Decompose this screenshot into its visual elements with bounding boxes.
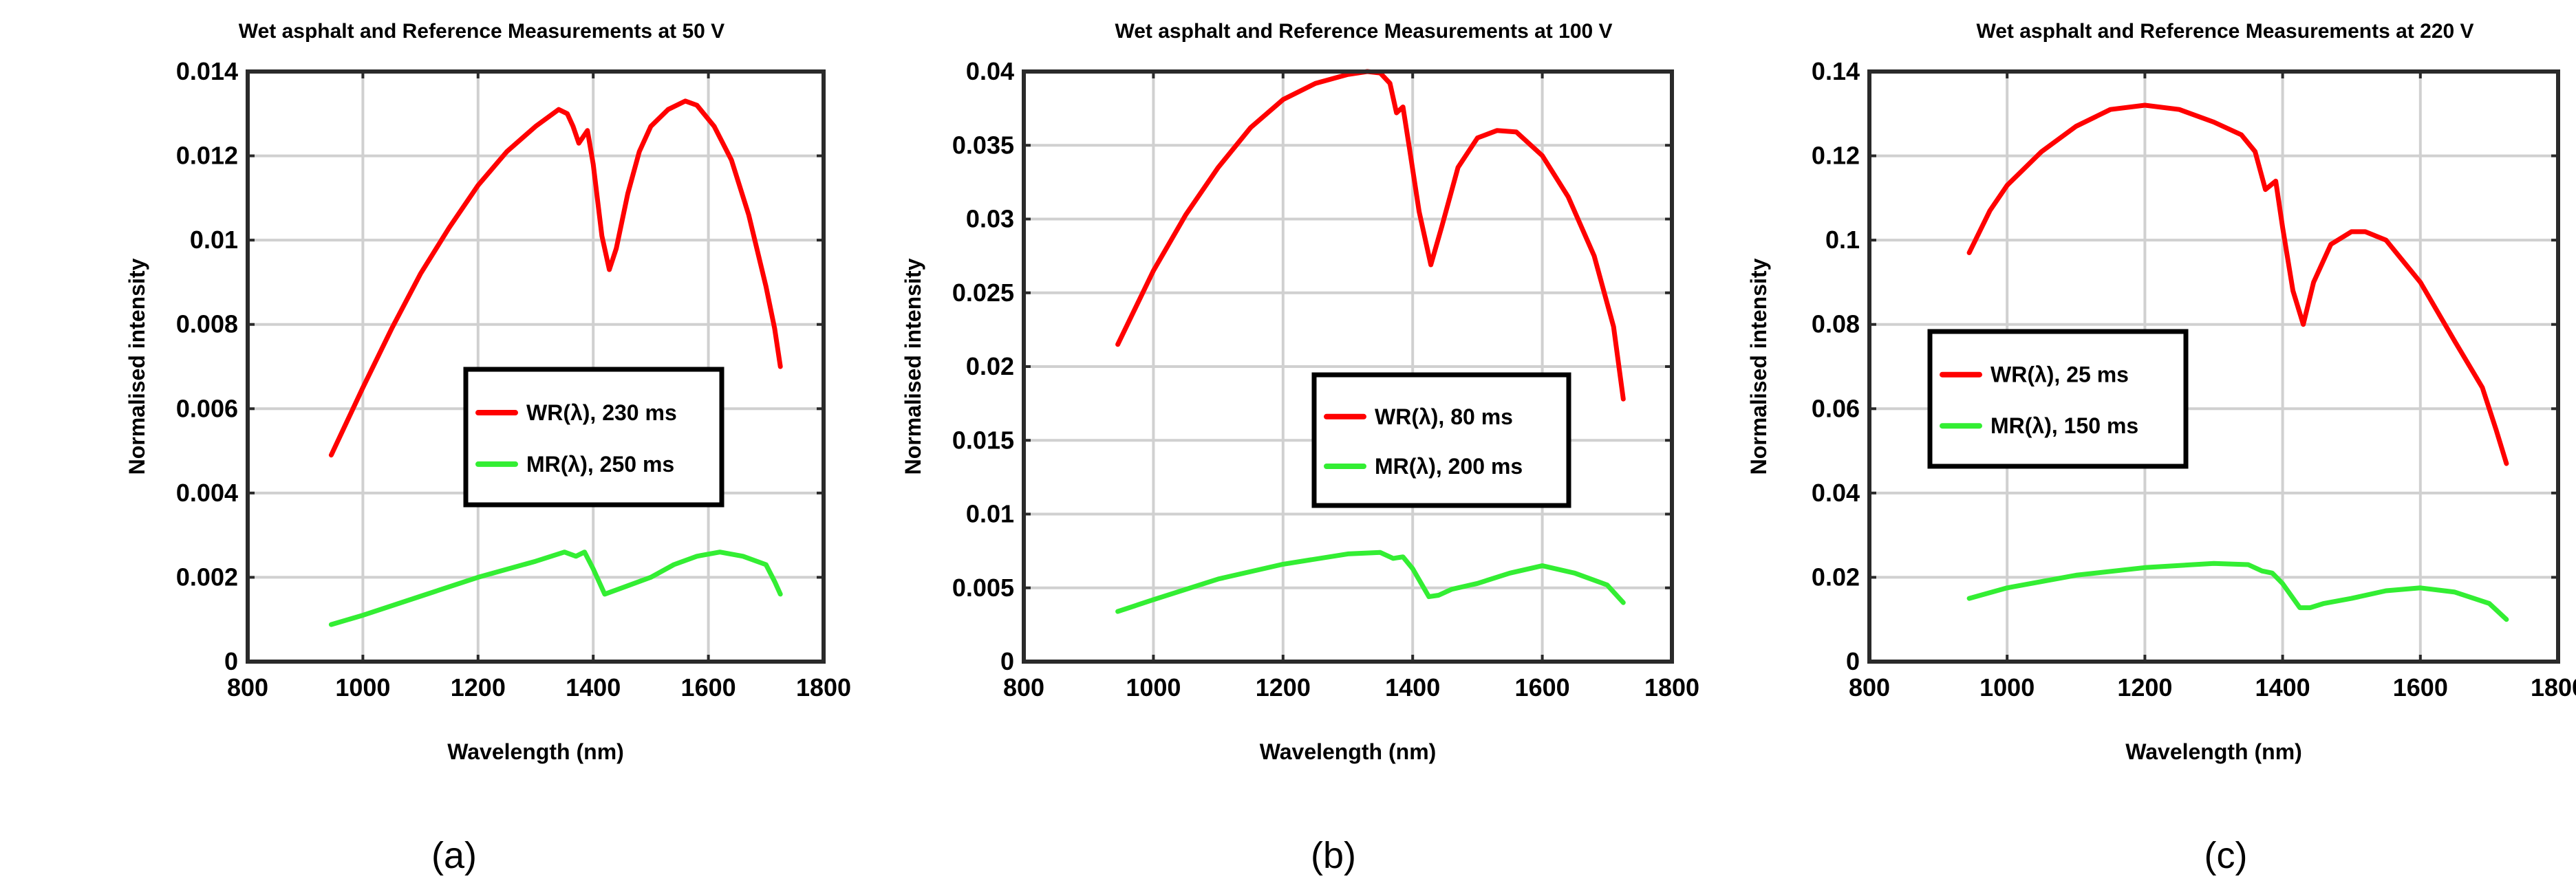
x-tick-label: 1400 (1385, 673, 1440, 701)
y-tick-label: 0.012 (176, 142, 238, 170)
x-tick-label: 800 (227, 673, 268, 701)
y-tick-label: 0.02 (1812, 563, 1860, 591)
x-axis-label: Wavelength (nm) (1260, 739, 1437, 764)
y-tick-label: 0.03 (966, 205, 1014, 233)
x-tick-label: 1400 (566, 673, 621, 701)
y-tick-label: 0 (224, 647, 238, 675)
chart-panel-3: 800 1000 1200 1400 1600 1800 0 0.02 0.04 0.06 0.08… (1746, 20, 2576, 876)
plot-frame (1867, 69, 2560, 664)
y-tick-label: 0.035 (952, 131, 1014, 159)
x-tick-label: 800 (1003, 673, 1044, 701)
chart-title: Wet asphalt and Reference Measurements a… (239, 20, 724, 43)
x-axis-label: Wavelength (nm) (2125, 739, 2302, 764)
series-line-mr (1115, 550, 1626, 614)
series-line-mr (328, 550, 783, 627)
x-tick-label: 1000 (1126, 673, 1181, 701)
series-line-wr (328, 98, 783, 458)
x-tick-label: 1200 (1256, 673, 1311, 701)
legend: WR(λ), 230 ms MR(λ), 250 ms (463, 367, 724, 508)
y-tick-label: 0 (1846, 647, 1860, 675)
x-tick-label: 1200 (451, 673, 506, 701)
x-tick-label: 800 (1849, 673, 1890, 701)
y-tick-label: 0.04 (1812, 479, 1860, 507)
y-tick-label: 0.04 (966, 57, 1014, 85)
y-tick-label: 0.008 (176, 310, 238, 338)
y-tick-label: 0.14 (1812, 57, 1860, 85)
y-tick-label: 0 (1000, 647, 1014, 675)
plot-frame (246, 69, 826, 664)
y-tick-label: 0.015 (952, 426, 1014, 454)
y-tick-label: 0.005 (952, 574, 1014, 602)
legend-box (1311, 372, 1571, 508)
y-tick-label: 0.02 (966, 352, 1014, 380)
y-tick-label: 0.006 (176, 394, 238, 422)
x-tick-label: 1600 (2393, 673, 2448, 701)
chart-panel-2: 800 1000 1200 1400 1600 1800 0 0.005 0.01 0.015 0.… (901, 20, 1699, 876)
y-tick-label: 0.01 (190, 226, 238, 254)
x-tick-label: 1600 (681, 673, 736, 701)
chart-panel-1: 800 1000 1200 1400 1600 1800 0 0.002 0.004 0.006 0… (125, 20, 851, 876)
y-tick-label: 0.08 (1812, 310, 1860, 338)
x-tick-label: 1400 (2255, 673, 2310, 701)
y-tick-label: 0.025 (952, 279, 1014, 307)
y-tick-label: 0.06 (1812, 394, 1860, 422)
legend-label-mr: MR(λ), 200 ms (1375, 454, 1523, 479)
chart-title: Wet asphalt and Reference Measurements a… (1976, 20, 2473, 43)
x-tick-label: 1800 (1644, 673, 1699, 701)
series-line-mr (1966, 561, 2509, 622)
x-tick-label: 1800 (796, 673, 851, 701)
y-tick-label: 0.01 (966, 500, 1014, 528)
series-line-wr (1966, 102, 2509, 466)
panel-caption: (c) (2204, 835, 2248, 876)
chart-title: Wet asphalt and Reference Measurements a… (1115, 20, 1612, 43)
panel-caption: (b) (1311, 835, 1356, 876)
legend-box (1927, 329, 2189, 469)
legend-label-mr: MR(λ), 250 ms (526, 452, 674, 477)
y-axis-label: Normalised intensity (901, 258, 925, 475)
legend-label-wr: WR(λ), 80 ms (1375, 404, 1513, 429)
y-tick-label: 0.1 (1825, 226, 1860, 254)
y-axis-label: Normalised intensity (125, 258, 149, 475)
x-tick-label: 1600 (1515, 673, 1570, 701)
x-tick-label: 1000 (1979, 673, 2035, 701)
series-line-wr (1115, 69, 1626, 402)
legend-label-mr: MR(λ), 150 ms (1990, 413, 2138, 438)
y-tick-label: 0.002 (176, 563, 238, 591)
y-tick-label: 0.004 (176, 479, 238, 507)
y-tick-label: 0.12 (1812, 142, 1860, 170)
legend: WR(λ), 80 ms MR(λ), 200 ms (1311, 372, 1571, 508)
legend: WR(λ), 25 ms MR(λ), 150 ms (1927, 329, 2189, 469)
legend-box (463, 367, 724, 508)
legend-label-wr: WR(λ), 230 ms (526, 400, 677, 425)
y-axis-label: Normalised intensity (1746, 258, 1771, 475)
y-tick-label: 0.014 (176, 57, 238, 85)
x-axis-label: Wavelength (nm) (447, 739, 624, 764)
legend-label-wr: WR(λ), 25 ms (1990, 362, 2129, 387)
x-tick-label: 1200 (2117, 673, 2172, 701)
panel-caption: (a) (431, 835, 477, 876)
x-tick-label: 1800 (2531, 673, 2576, 701)
x-tick-label: 1000 (335, 673, 390, 701)
